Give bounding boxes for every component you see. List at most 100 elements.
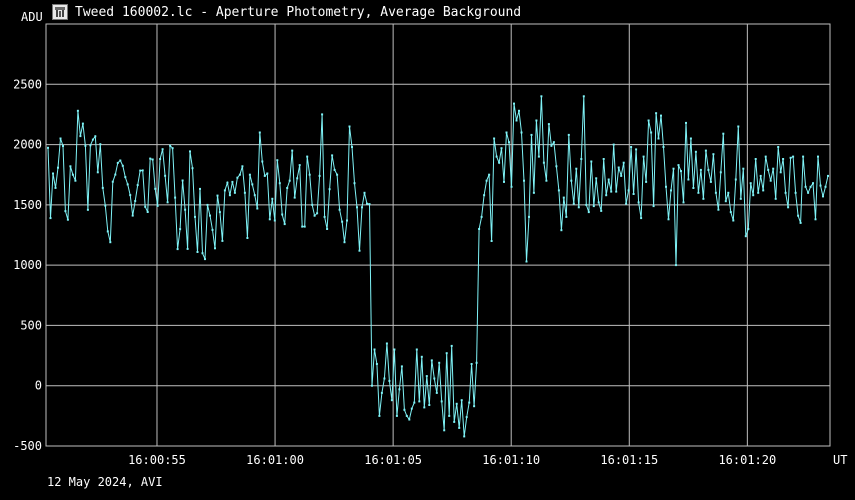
data-point	[577, 206, 580, 209]
data-point	[395, 414, 398, 417]
data-point	[348, 125, 351, 128]
data-point	[373, 348, 376, 351]
data-point	[351, 146, 353, 148]
data-point	[655, 112, 658, 115]
x-tick-label: 16:01:10	[482, 453, 540, 467]
data-point	[136, 184, 139, 187]
data-point	[331, 154, 334, 157]
data-point	[238, 173, 241, 176]
data-point	[181, 179, 184, 182]
data-point	[433, 377, 436, 380]
data-point	[440, 400, 443, 403]
data-point	[366, 202, 368, 205]
data-point	[498, 161, 501, 164]
data-point	[660, 114, 662, 117]
data-point	[547, 123, 550, 126]
data-point	[503, 180, 505, 183]
data-point	[346, 219, 348, 222]
data-point	[505, 131, 508, 134]
grid-lines	[45, 23, 831, 447]
data-point	[241, 165, 244, 168]
data-point	[121, 164, 124, 167]
data-point	[176, 248, 179, 251]
telescope-app-icon[interactable]	[52, 4, 68, 20]
data-point	[151, 158, 154, 161]
data-point	[762, 189, 765, 192]
data-point	[809, 185, 812, 188]
data-point	[303, 225, 306, 228]
data-point	[749, 182, 752, 185]
data-point	[757, 191, 760, 194]
data-point	[179, 228, 182, 231]
data-point	[714, 191, 717, 194]
data-point	[470, 363, 473, 365]
data-point	[124, 176, 127, 179]
data-point	[473, 405, 476, 408]
data-point	[540, 95, 543, 98]
data-point	[139, 169, 142, 172]
data-point	[328, 188, 331, 191]
data-point	[159, 158, 162, 160]
data-point	[802, 155, 805, 158]
data-point	[144, 205, 147, 208]
y-tick-labels: -500 0 500 1000 1500 2000 2500	[13, 77, 42, 453]
data-point	[493, 137, 496, 140]
data-point	[677, 164, 680, 167]
data-point	[336, 173, 339, 176]
data-point	[316, 212, 319, 215]
data-point	[313, 214, 316, 217]
data-point	[620, 174, 623, 177]
data-point	[266, 172, 269, 175]
data-point	[86, 208, 89, 211]
data-point	[131, 214, 134, 217]
data-point	[96, 171, 99, 174]
x-tick-labels: 16:00:55 16:01:00 16:01:05 16:01:10 16:01:15…	[128, 453, 776, 467]
data-point	[565, 215, 568, 218]
data-point	[126, 183, 129, 186]
data-point	[71, 173, 74, 176]
data-point	[787, 206, 790, 209]
data-point	[101, 186, 104, 189]
data-point	[186, 247, 189, 250]
data-point	[597, 201, 600, 204]
data-point	[523, 179, 525, 182]
x-tick-label: 16:00:55	[128, 453, 186, 467]
data-point	[572, 202, 575, 205]
data-point	[326, 228, 329, 230]
data-point	[687, 178, 690, 181]
data-point	[819, 184, 822, 187]
data-point	[231, 180, 234, 183]
data-point	[64, 210, 67, 213]
data-point	[390, 399, 393, 402]
data-point	[475, 361, 478, 364]
data-point	[206, 203, 209, 206]
data-point	[89, 144, 92, 147]
data-point	[371, 384, 373, 387]
data-point	[759, 174, 762, 177]
data-point	[562, 196, 565, 199]
data-point	[575, 167, 578, 170]
data-point	[642, 155, 645, 158]
data-point	[570, 179, 573, 182]
data-point	[91, 138, 94, 141]
data-point	[530, 133, 533, 136]
data-point	[49, 217, 52, 220]
data-point	[425, 375, 428, 378]
data-point	[804, 185, 807, 188]
data-point	[191, 167, 194, 170]
data-point	[508, 141, 510, 144]
data-point	[273, 219, 276, 222]
data-point	[166, 201, 169, 204]
data-point	[333, 168, 336, 171]
data-point	[817, 155, 819, 158]
data-point	[169, 144, 172, 147]
data-point	[667, 218, 670, 221]
data-point	[363, 191, 366, 194]
data-point	[443, 429, 446, 432]
data-point	[184, 208, 187, 211]
data-point	[453, 420, 456, 423]
data-point	[580, 158, 583, 160]
data-point	[535, 119, 538, 122]
data-point	[792, 155, 795, 158]
data-point	[59, 137, 62, 140]
